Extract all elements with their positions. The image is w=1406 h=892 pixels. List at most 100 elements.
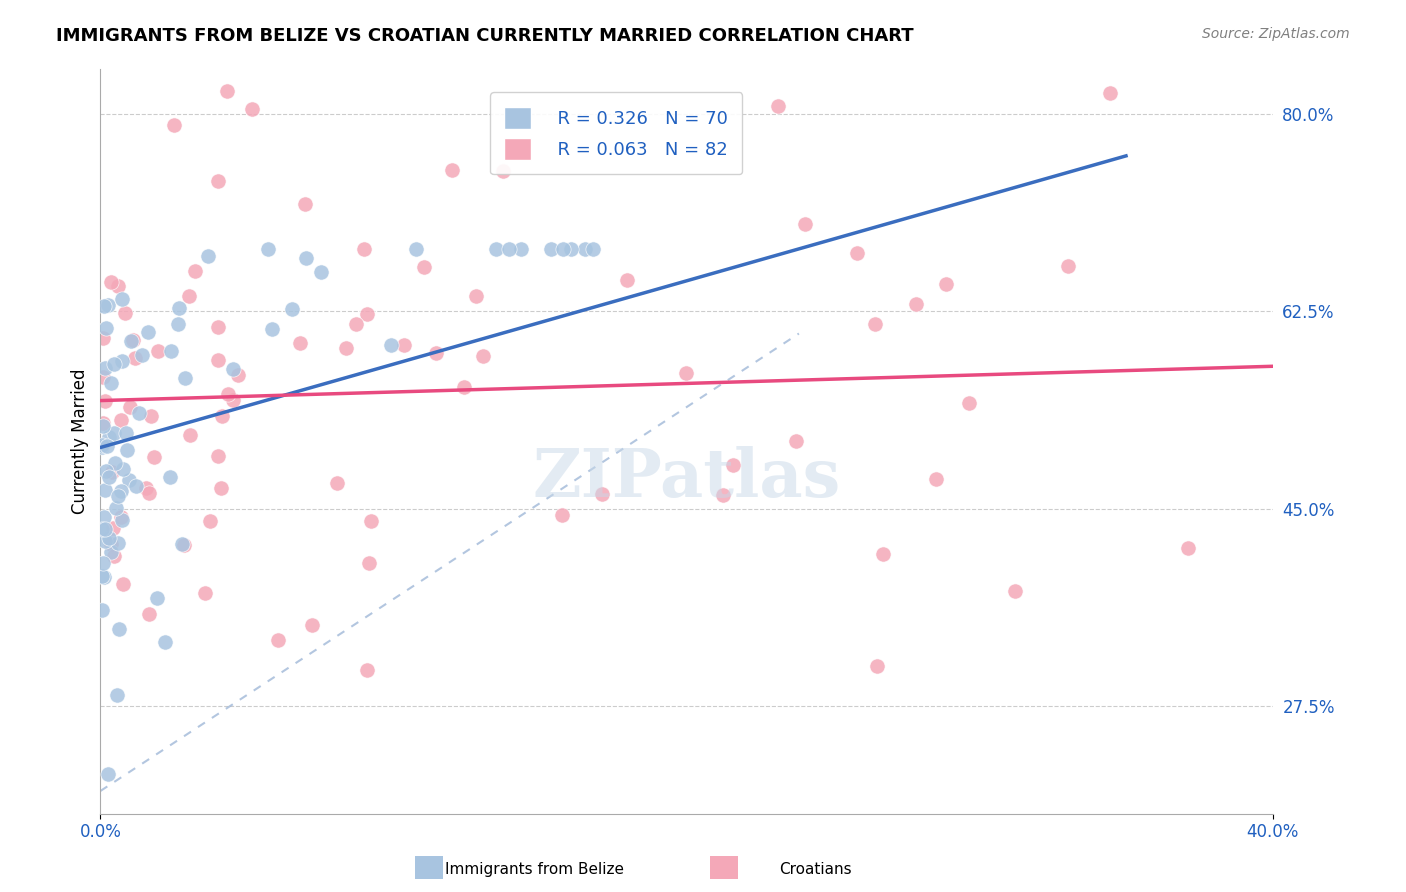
- Point: [104, 456, 127, 470]
- Point: [94, 361, 117, 376]
- Point: [100, 275, 122, 289]
- Point: [107, 490, 129, 504]
- Point: [509, 242, 531, 256]
- Point: [131, 348, 153, 362]
- Point: [197, 248, 219, 262]
- Point: [105, 501, 128, 516]
- Point: [863, 317, 886, 331]
- Point: [90, 437, 112, 451]
- Point: [91, 417, 114, 431]
- Point: [93, 570, 115, 584]
- Point: [96, 439, 118, 453]
- Point: [574, 242, 596, 256]
- Point: [344, 318, 367, 332]
- Point: [93, 299, 115, 313]
- Text: IMMIGRANTS FROM BELIZE VS CROATIAN CURRENTLY MARRIED CORRELATION CHART: IMMIGRANTS FROM BELIZE VS CROATIAN CURRE…: [56, 27, 914, 45]
- Point: [90, 522, 112, 536]
- Point: [209, 481, 232, 495]
- Point: [793, 217, 815, 231]
- Point: [492, 164, 515, 178]
- Point: [110, 413, 132, 427]
- Point: [125, 479, 148, 493]
- Point: [100, 545, 122, 559]
- Point: [301, 617, 323, 632]
- Point: [1004, 584, 1026, 599]
- Point: [179, 428, 201, 442]
- Point: [207, 449, 229, 463]
- Text: Source: ZipAtlas.com: Source: ZipAtlas.com: [1202, 27, 1350, 41]
- Point: [551, 242, 574, 256]
- Point: [226, 368, 249, 382]
- Point: [118, 473, 141, 487]
- Point: [194, 586, 217, 600]
- Point: [872, 548, 894, 562]
- Text: Croatians: Croatians: [779, 863, 852, 877]
- Point: [766, 99, 789, 113]
- Point: [581, 242, 603, 256]
- Point: [335, 341, 357, 355]
- Point: [1098, 87, 1121, 101]
- Point: [413, 260, 436, 275]
- Point: [592, 487, 614, 501]
- Point: [97, 531, 120, 545]
- Point: [91, 370, 114, 384]
- Point: [93, 510, 115, 524]
- Point: [222, 362, 245, 376]
- Point: [198, 514, 221, 528]
- Point: [124, 351, 146, 366]
- Text: Immigrants from Belize: Immigrants from Belize: [444, 863, 624, 877]
- Point: [1057, 259, 1080, 273]
- Point: [145, 591, 167, 606]
- Text: ZIPatlas: ZIPatlas: [533, 446, 841, 511]
- Point: [105, 688, 128, 702]
- Point: [111, 576, 134, 591]
- Point: [107, 535, 129, 549]
- Point: [135, 481, 157, 495]
- Point: [94, 464, 117, 478]
- Point: [309, 265, 332, 279]
- Point: [294, 197, 316, 211]
- Point: [167, 317, 190, 331]
- Point: [121, 333, 143, 347]
- Point: [138, 486, 160, 500]
- Point: [159, 470, 181, 484]
- Point: [111, 354, 134, 368]
- Point: [128, 406, 150, 420]
- Point: [160, 343, 183, 358]
- Point: [177, 289, 200, 303]
- Point: [90, 603, 112, 617]
- Point: [360, 514, 382, 528]
- Point: [357, 556, 380, 570]
- Point: [550, 508, 572, 522]
- Point: [101, 521, 124, 535]
- Point: [162, 118, 184, 132]
- Point: [94, 321, 117, 335]
- Point: [540, 242, 562, 256]
- Point: [440, 163, 463, 178]
- Legend:   R = 0.326   N = 70,   R = 0.063   N = 82: R = 0.326 N = 70, R = 0.063 N = 82: [489, 93, 742, 175]
- Point: [91, 419, 114, 434]
- Point: [120, 401, 142, 415]
- Point: [353, 242, 375, 256]
- Point: [146, 344, 169, 359]
- Point: [616, 273, 638, 287]
- Point: [184, 264, 207, 278]
- Point: [721, 458, 744, 472]
- Point: [356, 307, 378, 321]
- Point: [288, 335, 311, 350]
- Point: [392, 338, 415, 352]
- Point: [93, 556, 115, 570]
- Point: [94, 522, 117, 536]
- Point: [100, 376, 122, 391]
- Point: [326, 475, 349, 490]
- Point: [785, 434, 807, 449]
- Point: [281, 301, 304, 316]
- Point: [267, 632, 290, 647]
- Point: [217, 387, 239, 401]
- Point: [97, 767, 120, 781]
- Point: [98, 470, 121, 484]
- Point: [111, 513, 134, 527]
- Point: [256, 242, 278, 256]
- Point: [380, 337, 402, 351]
- Point: [211, 409, 233, 423]
